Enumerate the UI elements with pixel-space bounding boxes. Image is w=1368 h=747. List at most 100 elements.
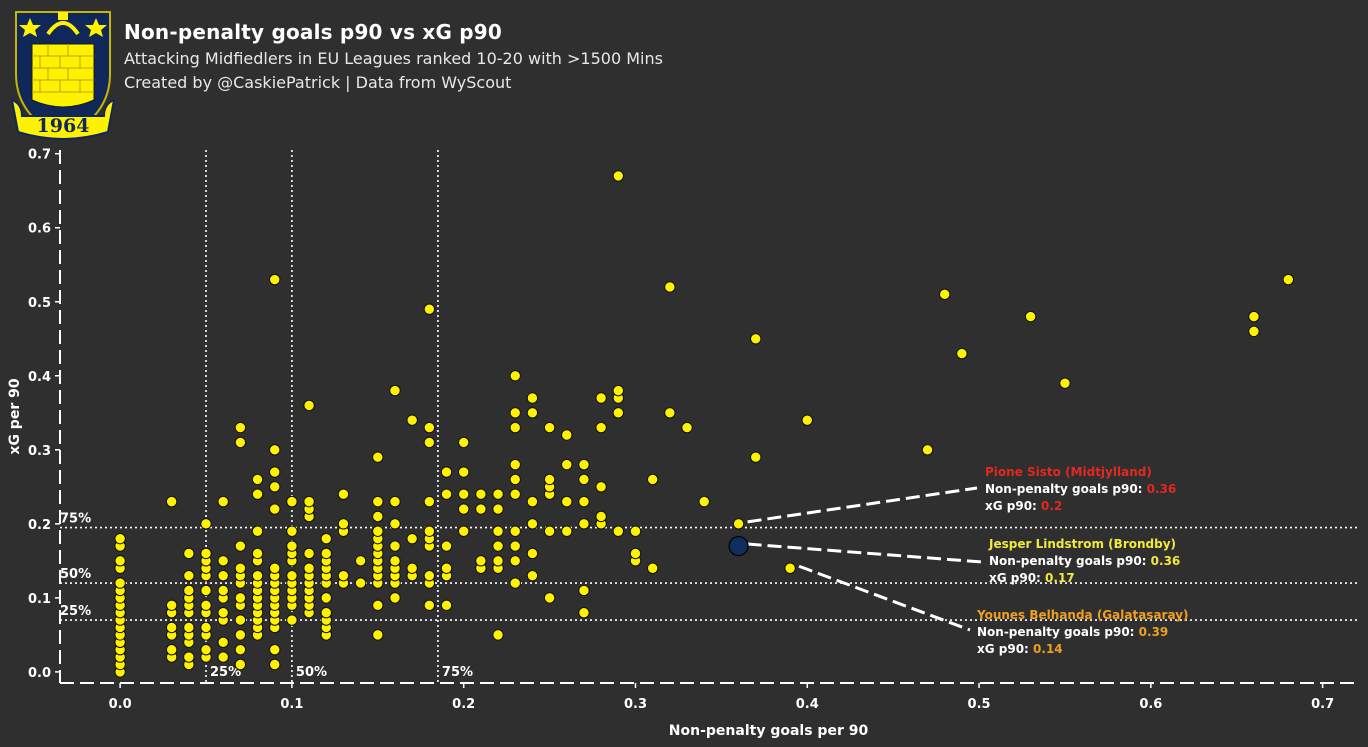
data-point (492, 555, 504, 567)
annotation-player-name: Jesper Lindstrom (Brondby) (988, 537, 1176, 551)
annotation-goals-label: Non-penalty goals p90: (989, 554, 1151, 568)
data-point (681, 421, 693, 434)
data-point (578, 473, 590, 486)
data-point (458, 503, 470, 515)
data-point (406, 562, 418, 574)
data-point (526, 547, 539, 560)
data-point (440, 562, 453, 574)
data-point (320, 532, 332, 545)
data-point (234, 643, 247, 656)
data-point (183, 651, 195, 663)
data-point (1248, 310, 1260, 323)
data-point (303, 399, 315, 412)
data-point (492, 525, 504, 537)
chart-header: Non-penalty goals p90 vs xG p90 Attackin… (124, 20, 663, 92)
annotation-xg-value: 0.17 (1045, 571, 1075, 585)
data-point (492, 629, 504, 641)
player-annotations: Pione Sisto (Midtjylland) Non-penalty goa… (976, 465, 1189, 656)
club-crest-logo: 1964 (10, 11, 116, 140)
y-tick-label: 0.1 (28, 592, 51, 607)
data-point (492, 488, 504, 500)
data-point (406, 414, 418, 426)
data-point (269, 643, 281, 656)
data-point (646, 473, 659, 486)
data-point (183, 547, 195, 560)
data-point (251, 473, 264, 486)
x-tick-label: 0.3 (624, 697, 647, 712)
data-point (372, 451, 384, 463)
chart-title: Non-penalty goals p90 vs xG p90 (124, 20, 502, 44)
annotation-xg-line: xG p90: 0.17 (989, 571, 1075, 585)
annotation-goals-line: Non-penalty goals p90: 0.36 (985, 482, 1176, 496)
data-point (217, 569, 229, 582)
data-point (337, 569, 350, 582)
annotation-goals-label: Non-penalty goals p90: (985, 482, 1147, 496)
data-point (458, 525, 470, 537)
data-point (1248, 325, 1260, 338)
data-point (578, 458, 590, 471)
annotation-xg-label: xG p90: (985, 499, 1041, 513)
annotation-xg-label: xG p90: (989, 571, 1045, 585)
data-point (200, 643, 212, 656)
data-point (732, 518, 745, 530)
data-point (578, 584, 590, 597)
annotation-leader-line (747, 486, 978, 524)
data-point (372, 510, 384, 523)
data-point (509, 458, 521, 471)
data-point (234, 614, 247, 626)
data-point (492, 503, 504, 515)
data-point (509, 577, 521, 589)
data-point (217, 584, 229, 597)
data-point (561, 495, 573, 508)
data-point (423, 303, 436, 315)
x-percentile-label: 50% (296, 665, 327, 680)
data-point (389, 384, 401, 397)
data-point (234, 562, 247, 574)
data-point (423, 525, 436, 537)
data-point (423, 495, 436, 508)
data-point (269, 273, 281, 286)
x-tick-label: 0.4 (796, 697, 819, 712)
data-point (217, 555, 229, 567)
data-point (354, 555, 367, 567)
annotation-xg-label: xG p90: (977, 642, 1033, 656)
data-point (509, 555, 521, 567)
chart-subtitle: Attacking Midfiedlers in EU Leagues rank… (124, 49, 663, 68)
data-point (165, 643, 178, 656)
data-point (200, 518, 212, 530)
x-tick-label: 0.2 (452, 697, 475, 712)
data-point (165, 599, 178, 611)
data-point (750, 451, 762, 463)
data-point (475, 488, 487, 500)
data-point (526, 407, 539, 419)
crest-year: 1964 (37, 115, 90, 137)
data-point (286, 540, 298, 552)
y-tick-label: 0.3 (28, 444, 51, 459)
data-point (234, 592, 247, 604)
data-point (165, 495, 178, 508)
data-point (389, 540, 401, 552)
data-point (269, 658, 281, 671)
data-point (200, 599, 212, 611)
data-point (1282, 273, 1294, 286)
data-point (423, 599, 436, 611)
data-point (389, 555, 401, 567)
data-point (320, 606, 332, 619)
data-point (217, 606, 229, 619)
data-point (389, 592, 401, 604)
data-point (286, 569, 298, 582)
data-point (183, 584, 195, 597)
x-percentile-label: 75% (442, 665, 473, 680)
annotation-goals-value: 0.36 (1147, 482, 1177, 496)
data-point (165, 621, 178, 634)
annotation-player-name: Pione Sisto (Midtjylland) (985, 465, 1152, 479)
data-point (458, 488, 470, 500)
data-point (612, 170, 625, 182)
y-tick-label: 0.4 (28, 370, 51, 385)
y-tick-label: 0.7 (28, 148, 51, 163)
data-point (595, 421, 607, 434)
data-point (698, 495, 710, 508)
data-point (921, 444, 934, 456)
annotation-goals-value: 0.39 (1139, 625, 1169, 639)
